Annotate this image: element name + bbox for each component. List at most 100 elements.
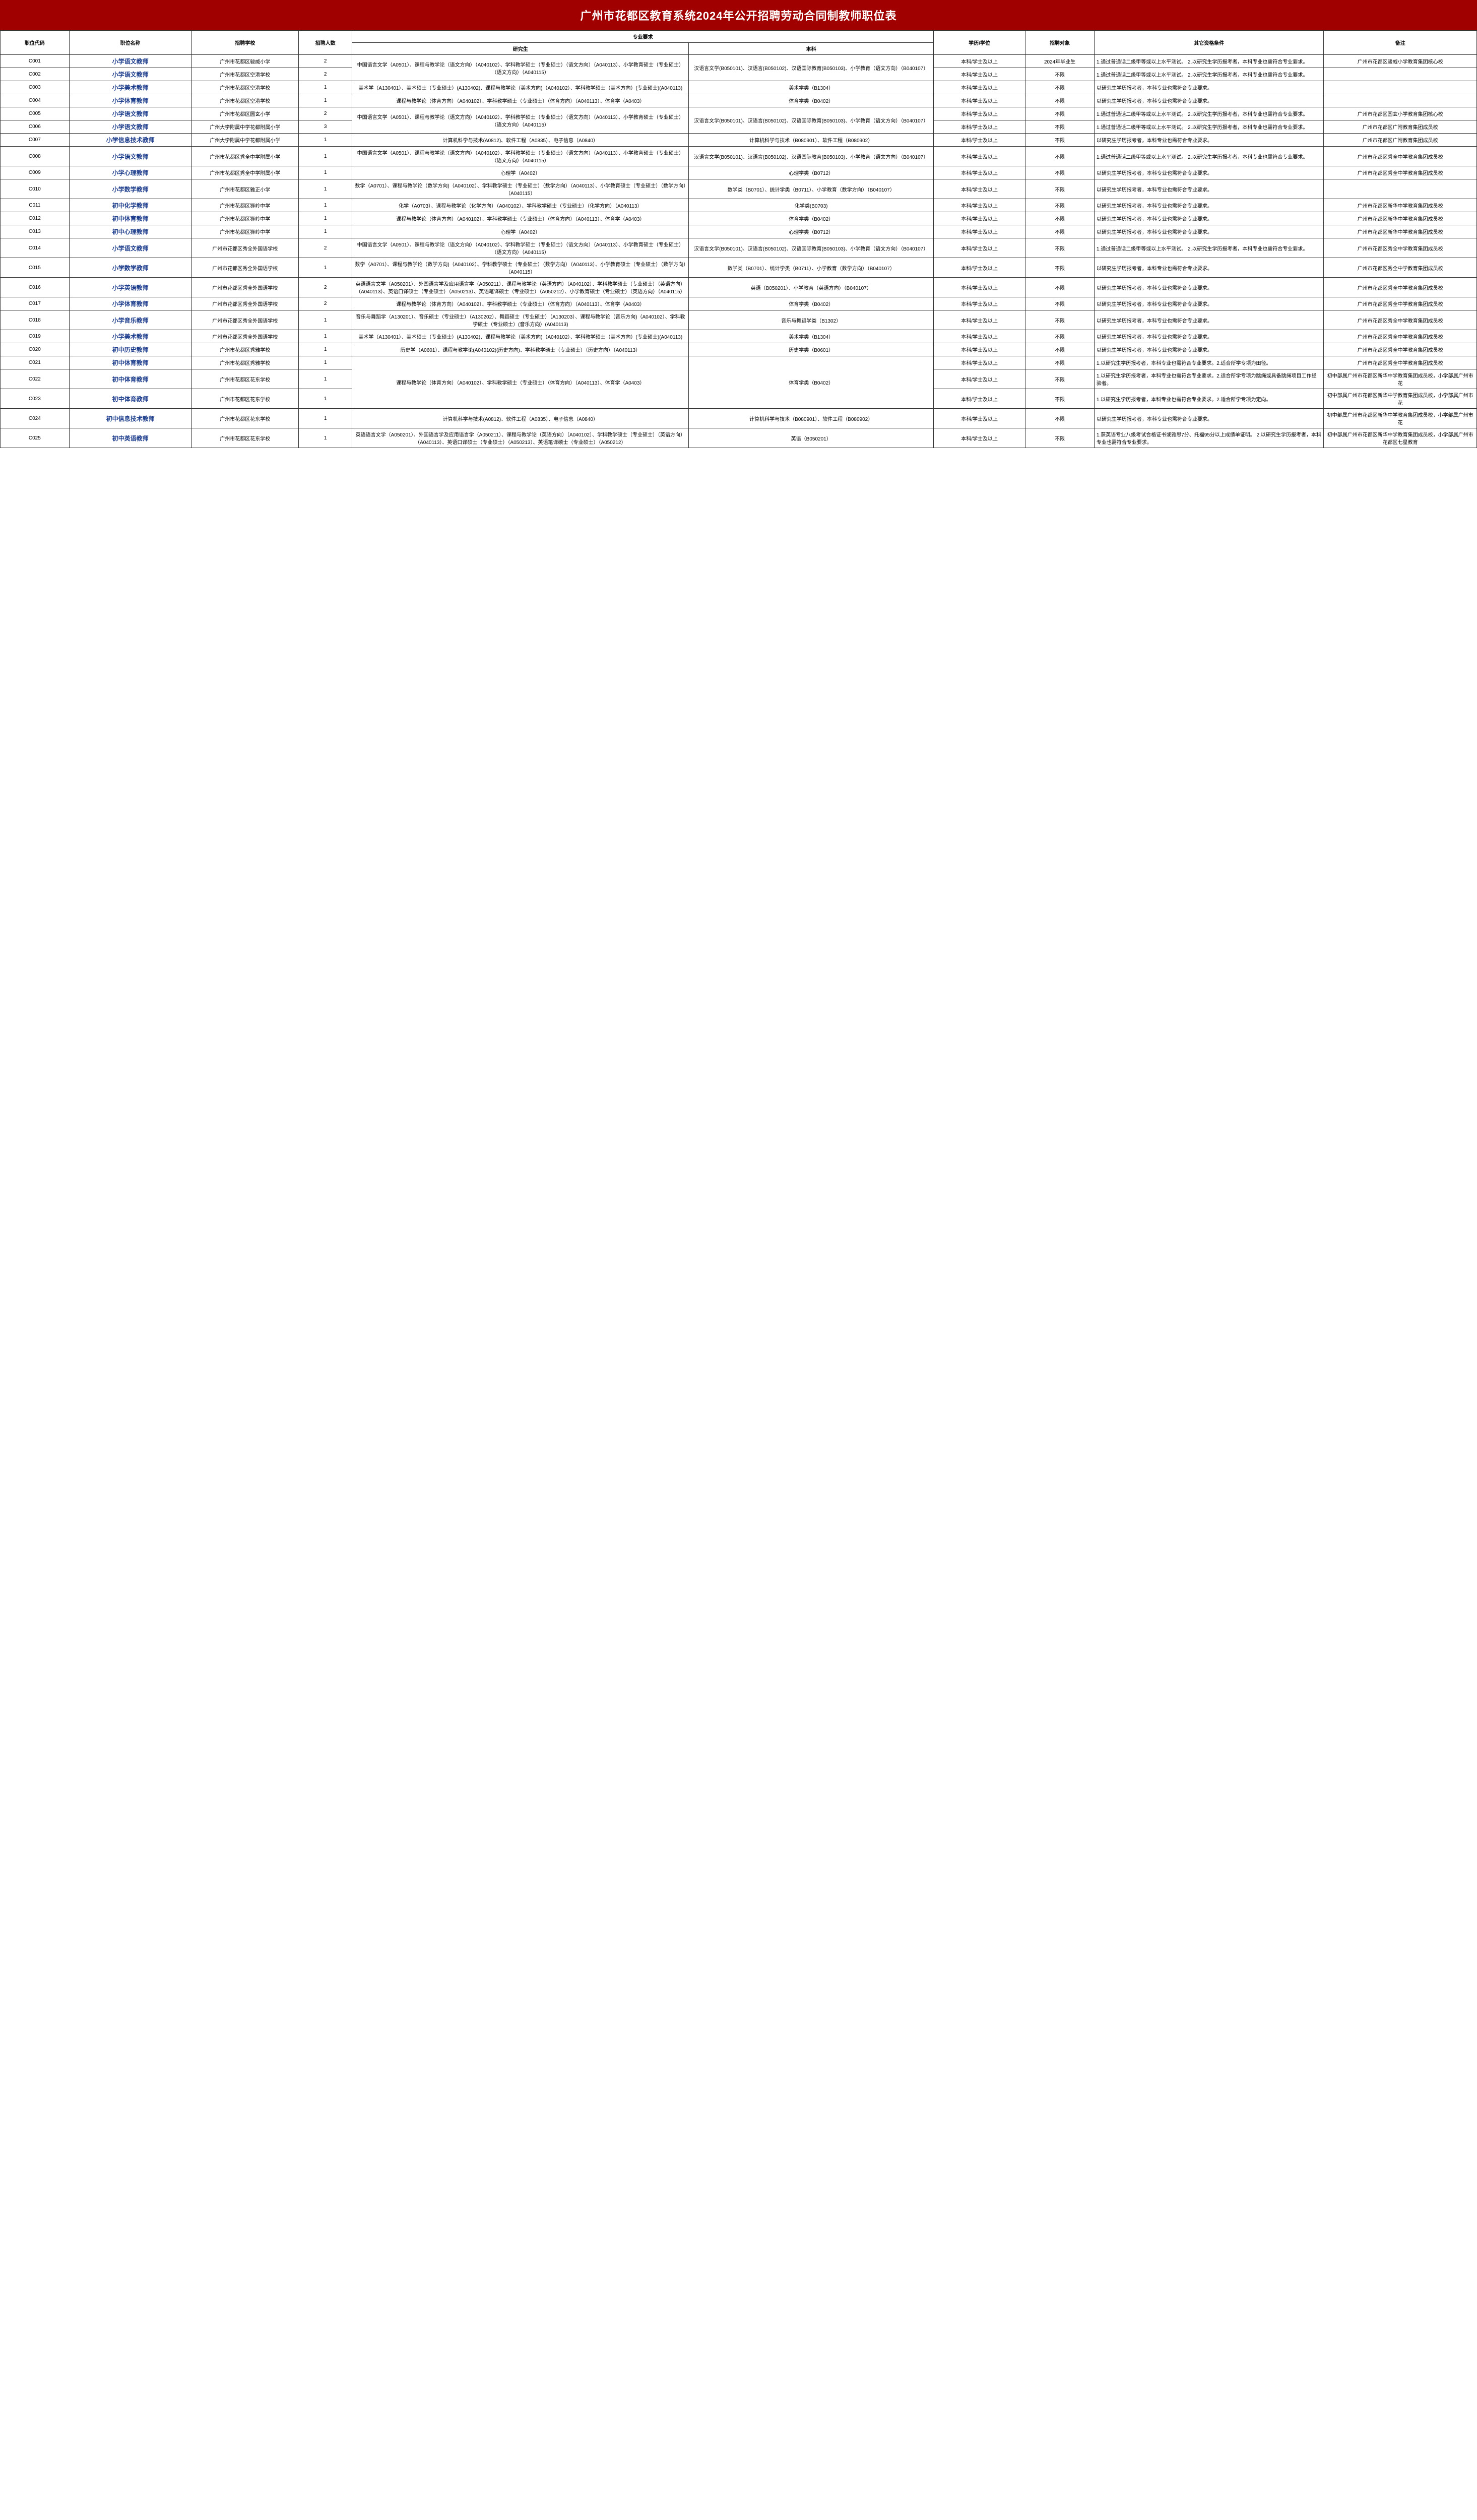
cell-position-name: 小学语文教师: [69, 120, 191, 134]
cell-position-name: 小学美术教师: [69, 81, 191, 94]
cell-school: 广州市花都区狮岭中学: [191, 212, 299, 225]
cell-position-name: 小学英语教师: [69, 278, 191, 297]
cell-target: 不限: [1025, 409, 1095, 428]
cell-grad: 中国语言文学（A0501）、课程与教学论（语文方向）（A040102）、学科教学…: [352, 55, 689, 81]
table-row: C020初中历史教师广州市花都区秀雅学校1历史学（A0601）、课程与教学论(A…: [1, 343, 1477, 356]
th-undergrad: 本科: [689, 43, 934, 55]
cell-position-name: 小学体育教师: [69, 94, 191, 107]
cell-degree: 本科/学士及以上: [934, 107, 1025, 120]
cell-degree: 本科/学士及以上: [934, 68, 1025, 81]
cell-remark: 广州市花都区秀全中学教育集团成员校: [1324, 278, 1477, 297]
cell-other: 以研究生学历报考者，本科专业也需符合专业要求。: [1094, 297, 1323, 310]
cell-code: C017: [1, 297, 70, 310]
cell-count: 1: [299, 225, 352, 238]
cell-undergrad: 计算机科学与技术（B080901）、软件工程（B080902）: [689, 409, 934, 428]
cell-remark: 广州市花都区秀全中学教育集团成员校: [1324, 238, 1477, 258]
cell-remark: 广州市花都区新华中学教育集团成员校: [1324, 212, 1477, 225]
cell-code: C003: [1, 81, 70, 94]
cell-position-name: 初中体育教师: [69, 369, 191, 389]
cell-target: 不限: [1025, 278, 1095, 297]
cell-target: 不限: [1025, 199, 1095, 212]
cell-position-name: 初中信息技术教师: [69, 409, 191, 428]
cell-remark: 广州市花都区秀全中学教育集团成员校: [1324, 166, 1477, 179]
cell-position-name: 初中历史教师: [69, 343, 191, 356]
cell-undergrad: 美术学类（B1304）: [689, 81, 934, 94]
cell-school: 广州市花都区秀全外国语学校: [191, 297, 299, 310]
cell-school: 广州市花都区空港学校: [191, 94, 299, 107]
cell-target: 2024年毕业生: [1025, 55, 1095, 68]
th-count: 招聘人数: [299, 31, 352, 55]
cell-undergrad: 汉语言文学(B050101)、汉语言(B050102)、汉语国际教育(B0501…: [689, 147, 934, 166]
cell-grad: 历史学（A0601）、课程与教学论(A040102)(历史方向)、学科教学硕士（…: [352, 343, 689, 356]
cell-school: 广州市花都区空港学校: [191, 81, 299, 94]
cell-other: 1.获英语专业八级考试合格证书或雅思7分、托福95分以上成绩单证明。 2.以研究…: [1094, 428, 1323, 448]
positions-table: 职位代码 职位名称 招聘学校 招聘人数 专业要求 学历/学位 招聘对象 其它资格…: [0, 30, 1477, 448]
cell-count: 1: [299, 258, 352, 278]
table-row: C008小学语文教师广州市花都区秀全中学附属小学1中国语言文学（A0501）、课…: [1, 147, 1477, 166]
cell-undergrad: 数学类（B0701）、统计学类（B0711）、小学教育（数学方向）（B04010…: [689, 179, 934, 199]
cell-school: 广州市花都区秀雅学校: [191, 343, 299, 356]
cell-grad: 音乐与舞蹈学（A130201）、音乐硕士（专业硕士）（A130202）、舞蹈硕士…: [352, 310, 689, 330]
cell-degree: 本科/学士及以上: [934, 343, 1025, 356]
cell-school: 广州市花都区秀全外国语学校: [191, 310, 299, 330]
cell-grad: 中国语言文学（A0501）、课程与教学论（语文方向）（A040102）、学科教学…: [352, 238, 689, 258]
cell-degree: 本科/学士及以上: [934, 55, 1025, 68]
cell-school: 广州市花都区狮岭中学: [191, 225, 299, 238]
cell-undergrad: 体育学类（B0402）: [689, 212, 934, 225]
cell-position-name: 小学体育教师: [69, 297, 191, 310]
cell-remark: 初中部属广州市花都区新华中学教育集团成员校，小学部属广州市花: [1324, 409, 1477, 428]
cell-degree: 本科/学士及以上: [934, 258, 1025, 278]
cell-school: 广州市花都区雅正小学: [191, 179, 299, 199]
cell-position-name: 小学语文教师: [69, 107, 191, 120]
table-row: C003小学美术教师广州市花都区空港学校1美术学（A130401）、美术硕士（专…: [1, 81, 1477, 94]
cell-code: C019: [1, 330, 70, 343]
cell-remark: 广州市花都区广附教育集团成员校: [1324, 120, 1477, 134]
cell-grad: 美术学（A130401）、美术硕士（专业硕士）(A130402)、课程与教学论（…: [352, 330, 689, 343]
cell-target: 不限: [1025, 120, 1095, 134]
cell-position-name: 小学语文教师: [69, 55, 191, 68]
cell-position-name: 初中心理教师: [69, 225, 191, 238]
cell-other: 以研究生学历报考者，本科专业也需符合专业要求。: [1094, 258, 1323, 278]
cell-degree: 本科/学士及以上: [934, 428, 1025, 448]
cell-position-name: 小学语文教师: [69, 238, 191, 258]
cell-other: 以研究生学历报考者，本科专业也需符合专业要求。: [1094, 94, 1323, 107]
cell-position-name: 小学数学教师: [69, 179, 191, 199]
table-row: C005小学语文教师广州市花都区圆玄小学2中国语言文学（A0501）、课程与教学…: [1, 107, 1477, 120]
cell-other: 1.通过普通话二级甲等或以上水平测试。 2.以研究生学历报考者，本科专业也需符合…: [1094, 55, 1323, 68]
cell-target: 不限: [1025, 225, 1095, 238]
cell-remark: 初中部属广州市花都区新华中学教育集团成员校，小学部属广州市花都区七星教育: [1324, 428, 1477, 448]
cell-target: 不限: [1025, 356, 1095, 369]
cell-degree: 本科/学士及以上: [934, 94, 1025, 107]
cell-other: 以研究生学历报考者，本科专业也需符合专业要求。: [1094, 179, 1323, 199]
cell-degree: 本科/学士及以上: [934, 297, 1025, 310]
cell-grad: 课程与教学论（体育方向）（A040102）、学科教学硕士（专业硕士）（体育方向）…: [352, 356, 689, 409]
cell-remark: 初中部属广州市花都区新华中学教育集团成员校，小学部属广州市花: [1324, 369, 1477, 389]
cell-code: C006: [1, 120, 70, 134]
cell-position-name: 初中体育教师: [69, 212, 191, 225]
cell-degree: 本科/学士及以上: [934, 278, 1025, 297]
cell-count: 1: [299, 389, 352, 409]
cell-undergrad: 历史学类（B0601）: [689, 343, 934, 356]
cell-position-name: 初中体育教师: [69, 356, 191, 369]
cell-count: 1: [299, 310, 352, 330]
cell-count: 3: [299, 120, 352, 134]
cell-degree: 本科/学士及以上: [934, 147, 1025, 166]
cell-school: 广州市花都区圆玄小学: [191, 107, 299, 120]
cell-other: 以研究生学历报考者，本科专业也需符合专业要求。: [1094, 409, 1323, 428]
cell-code: C014: [1, 238, 70, 258]
cell-count: 1: [299, 94, 352, 107]
th-degree: 学历/学位: [934, 31, 1025, 55]
table-row: C024初中信息技术教师广州市花都区花东学校1计算机科学与技术(A0812)、软…: [1, 409, 1477, 428]
cell-undergrad: 汉语言文学(B050101)、汉语言(B050102)、汉语国际教育(B0501…: [689, 238, 934, 258]
cell-target: 不限: [1025, 179, 1095, 199]
cell-target: 不限: [1025, 238, 1095, 258]
cell-grad: 美术学（A130401）、美术硕士（专业硕士）(A130402)、课程与教学论（…: [352, 81, 689, 94]
table-row: C025初中英语教师广州市花都区花东学校1英语语言文学（A050201）、外国语…: [1, 428, 1477, 448]
cell-undergrad: 体育学类（B0402）: [689, 94, 934, 107]
th-grad: 研究生: [352, 43, 689, 55]
cell-target: 不限: [1025, 310, 1095, 330]
cell-other: 1.以研究生学历报考者，本科专业也需符合专业要求。2.适合所学专项为田径。: [1094, 356, 1323, 369]
cell-degree: 本科/学士及以上: [934, 199, 1025, 212]
cell-school: 广州市花都区秀全外国语学校: [191, 330, 299, 343]
cell-target: 不限: [1025, 81, 1095, 94]
